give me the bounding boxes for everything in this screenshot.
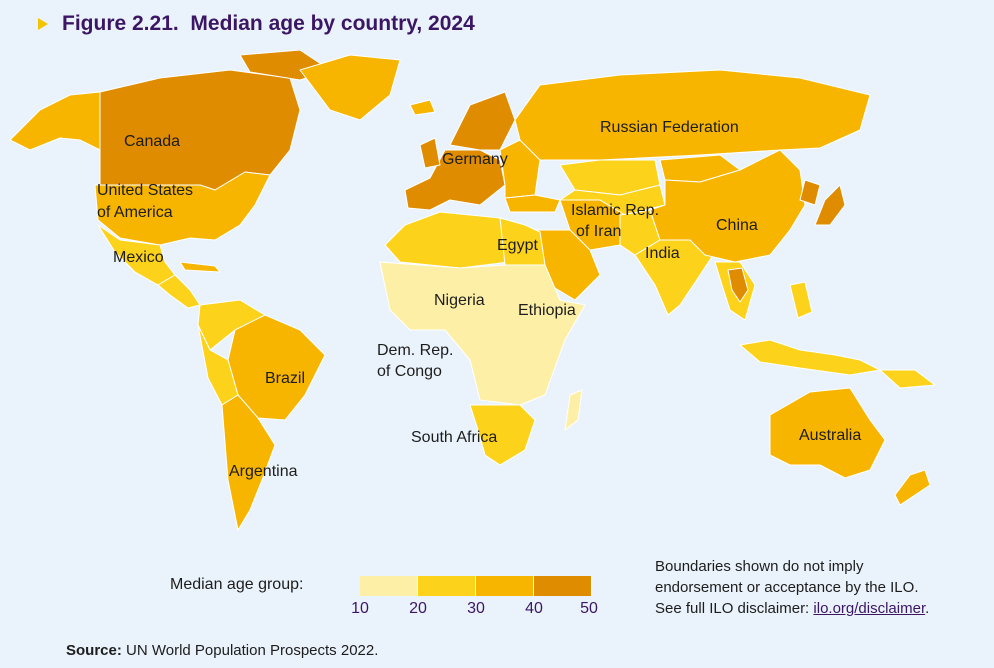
legend-swatch-10-20 bbox=[360, 576, 418, 596]
region-madagascar bbox=[564, 389, 583, 431]
legend-title: Median age group: bbox=[170, 576, 304, 593]
region-china bbox=[649, 149, 806, 263]
label-china: China bbox=[716, 217, 758, 234]
region-canada bbox=[99, 69, 301, 191]
region-caribbean bbox=[179, 261, 221, 273]
label-argentina: Argentina bbox=[229, 463, 298, 480]
region-australia bbox=[769, 387, 886, 479]
figure-header: Figure 2.21. Median age by country, 2024 bbox=[38, 12, 475, 36]
legend-color-bar bbox=[360, 576, 592, 596]
region-turkey bbox=[504, 194, 561, 213]
disclaimer-suffix: . bbox=[925, 600, 930, 617]
source-note: Source: UN World Population Prospects 20… bbox=[66, 642, 378, 659]
legend-swatch-20-30 bbox=[418, 576, 476, 596]
label-australia: Australia bbox=[799, 427, 861, 444]
label-germany: Germany bbox=[442, 151, 508, 168]
region-russia bbox=[514, 69, 871, 161]
region-alaska bbox=[9, 91, 101, 151]
region-usa bbox=[94, 171, 271, 246]
world-map: Canada United States of America Mexico B… bbox=[9, 50, 936, 531]
legend-swatch-30-40 bbox=[476, 576, 534, 596]
region-thailand bbox=[727, 267, 749, 303]
legend-tick: 50 bbox=[580, 600, 598, 617]
label-drc-line2: of Congo bbox=[377, 363, 442, 380]
label-nigeria: Nigeria bbox=[434, 292, 485, 309]
label-ethiopia: Ethiopia bbox=[518, 302, 576, 319]
triangle-marker-icon bbox=[38, 18, 48, 30]
disclaimer-link[interactable]: ilo.org/disclaimer bbox=[813, 600, 926, 617]
region-korea-japan bbox=[799, 179, 846, 226]
region-sub-saharan-africa bbox=[379, 261, 586, 406]
label-egypt: Egypt bbox=[497, 237, 538, 254]
region-uk bbox=[419, 137, 441, 169]
region-south-africa bbox=[469, 404, 536, 466]
label-india: India bbox=[645, 245, 680, 262]
region-indonesia bbox=[739, 339, 881, 376]
legend-swatch-40-50 bbox=[534, 576, 592, 596]
region-scandinavia bbox=[449, 91, 516, 151]
label-united-states-line2: of America bbox=[97, 204, 173, 221]
region-philippines bbox=[789, 281, 813, 319]
disclaimer-line1: Boundaries shown do not imply bbox=[655, 558, 864, 575]
region-argentina bbox=[221, 394, 276, 531]
label-united-states-line1: United States bbox=[97, 182, 193, 199]
label-iran-line1: Islamic Rep. bbox=[571, 202, 659, 219]
label-iran-line2: of Iran bbox=[576, 223, 621, 240]
figure-title-text: Median age by country, 2024 bbox=[190, 12, 475, 35]
disclaimer-prefix: See full ILO disclaimer: bbox=[655, 600, 814, 617]
label-brazil: Brazil bbox=[265, 370, 305, 387]
disclaimer-line2: endorsement or acceptance by the ILO. bbox=[655, 579, 919, 596]
label-russian-federation: Russian Federation bbox=[600, 119, 739, 136]
region-new-zealand bbox=[894, 469, 931, 506]
disclaimer: Boundaries shown do not imply endorsemen… bbox=[655, 556, 929, 619]
label-south-africa: South Africa bbox=[411, 429, 497, 446]
label-canada: Canada bbox=[124, 133, 180, 150]
source-label: Source: bbox=[66, 642, 122, 659]
figure-number: Figure 2.21. bbox=[62, 12, 179, 35]
region-egypt bbox=[499, 217, 546, 266]
region-papua bbox=[879, 369, 936, 389]
legend-tick: 30 bbox=[467, 600, 485, 617]
label-drc-line1: Dem. Rep. bbox=[377, 342, 453, 359]
figure-title: Figure 2.21. Median age by country, 2024 bbox=[62, 12, 475, 36]
label-mexico: Mexico bbox=[113, 249, 164, 266]
legend-tick: 40 bbox=[525, 600, 543, 617]
region-greenland bbox=[299, 54, 401, 121]
region-central-asia bbox=[559, 184, 666, 216]
legend-tick: 20 bbox=[409, 600, 427, 617]
region-iceland bbox=[409, 99, 436, 116]
disclaimer-line3: See full ILO disclaimer: ilo.org/disclai… bbox=[655, 598, 929, 619]
legend-tick: 10 bbox=[351, 600, 369, 617]
legend-ticks: 10 20 30 40 50 bbox=[351, 600, 598, 620]
source-text: UN World Population Prospects 2022. bbox=[121, 642, 379, 659]
